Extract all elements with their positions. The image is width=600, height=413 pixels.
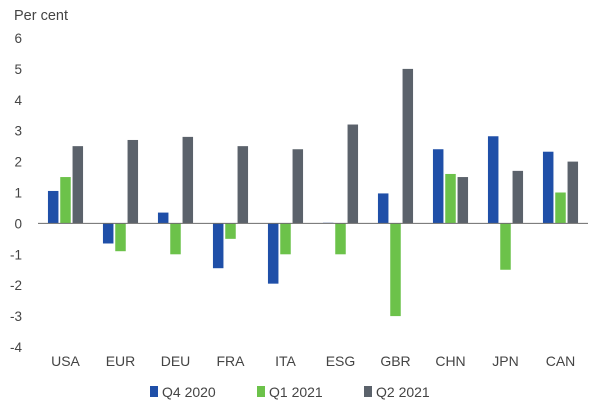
legend-label: Q4 2020 bbox=[162, 384, 216, 400]
bar-q1-2021-can bbox=[555, 192, 566, 224]
y-tick-label: -2 bbox=[10, 278, 22, 293]
x-category-label: DEU bbox=[161, 353, 191, 369]
x-category-label: GBR bbox=[380, 353, 410, 369]
x-axis-category-labels: USA EUR DEU FRA ITA ESG GBR CHN JPN CAN bbox=[51, 353, 575, 369]
y-tick-label: -3 bbox=[10, 309, 22, 324]
x-category-label: ITA bbox=[275, 353, 296, 369]
legend-swatch bbox=[364, 386, 372, 397]
bar-q2-2021-chn bbox=[457, 177, 469, 224]
y-tick-label: -1 bbox=[10, 247, 22, 262]
x-category-label: ESG bbox=[326, 353, 356, 369]
bar-q1-2021-fra bbox=[225, 223, 236, 239]
bar-q4-2020-usa bbox=[47, 190, 59, 224]
y-tick-label: -4 bbox=[10, 340, 22, 355]
legend-label: Q1 2021 bbox=[269, 384, 323, 400]
bar-q1-2021-eur bbox=[115, 223, 126, 252]
bar-q4-2020-can bbox=[542, 151, 554, 224]
legend: Q4 2020 Q1 2021 Q2 2021 bbox=[150, 384, 430, 400]
legend-swatch bbox=[257, 386, 265, 397]
x-category-label: CAN bbox=[546, 353, 576, 369]
bar-q2-2021-eur bbox=[127, 139, 139, 224]
bar-q4-2020-ita bbox=[267, 223, 279, 284]
bar-q2-2021-esg bbox=[347, 124, 359, 224]
bar-q2-2021-jpn bbox=[512, 170, 524, 224]
y-tick-label: 2 bbox=[14, 155, 22, 170]
bar-q4-2020-eur bbox=[102, 223, 114, 244]
bar-q2-2021-usa bbox=[72, 146, 84, 224]
x-category-label: CHN bbox=[435, 353, 465, 369]
y-tick-label: 5 bbox=[14, 62, 22, 77]
bar-q1-2021-chn bbox=[445, 173, 456, 224]
bar-q2-2021-deu bbox=[182, 136, 194, 224]
y-axis-ticks: 6 5 4 3 2 1 0 -1 -2 -3 -4 bbox=[10, 31, 23, 355]
x-category-label: USA bbox=[51, 353, 80, 369]
bar-q2-2021-can bbox=[567, 161, 579, 224]
bar-q1-2021-usa bbox=[60, 177, 71, 224]
bar-q4-2020-deu bbox=[157, 212, 169, 224]
x-category-label: JPN bbox=[492, 353, 518, 369]
bar-q1-2021-gbr bbox=[390, 223, 401, 317]
bar-q1-2021-esg bbox=[335, 223, 346, 255]
y-tick-label: 0 bbox=[14, 216, 22, 231]
y-axis-unit-label: Per cent bbox=[14, 8, 68, 24]
legend-swatch bbox=[150, 386, 158, 397]
bar-q1-2021-ita bbox=[280, 223, 291, 255]
bar-q2-2021-ita bbox=[292, 149, 304, 224]
bar-q4-2020-fra bbox=[212, 223, 224, 269]
bar-q4-2020-jpn bbox=[487, 136, 499, 224]
bar-q2-2021-gbr bbox=[402, 68, 414, 224]
bar-q4-2020-chn bbox=[432, 149, 444, 224]
x-category-label: FRA bbox=[217, 353, 246, 369]
legend-label: Q2 2021 bbox=[376, 384, 430, 400]
bar-q1-2021-jpn bbox=[500, 223, 511, 270]
bar-q2-2021-fra bbox=[237, 146, 249, 224]
y-tick-label: 3 bbox=[14, 124, 22, 139]
y-tick-label: 1 bbox=[14, 186, 22, 201]
x-category-label: EUR bbox=[106, 353, 136, 369]
bars bbox=[47, 68, 579, 317]
y-tick-label: 4 bbox=[14, 93, 22, 108]
bar-q1-2021-deu bbox=[170, 223, 181, 255]
y-tick-label: 6 bbox=[14, 31, 22, 46]
bar-q4-2020-gbr bbox=[377, 193, 389, 224]
